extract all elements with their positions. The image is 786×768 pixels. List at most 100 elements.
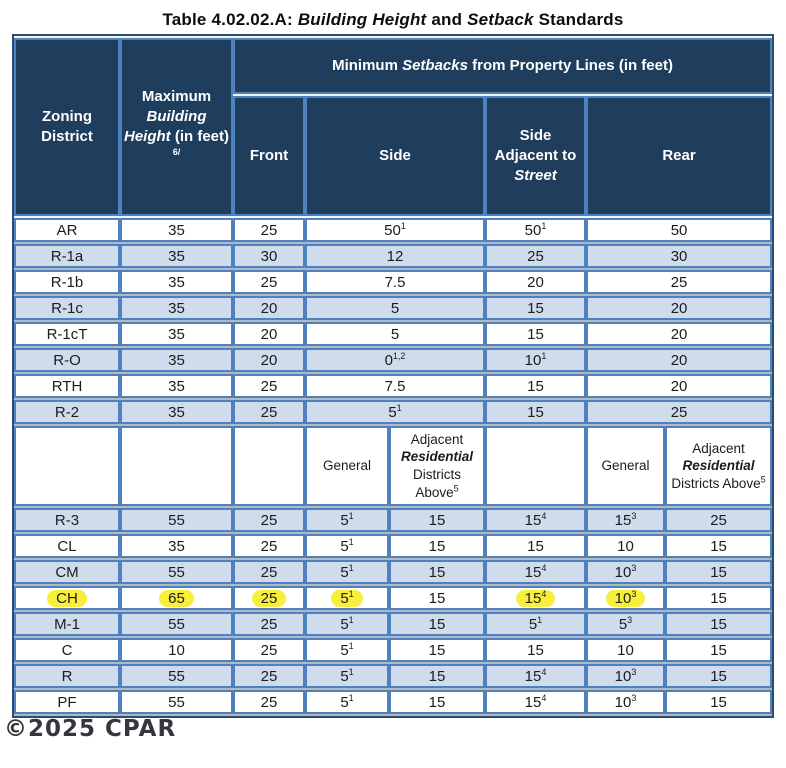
- cell-side-adjacent-street: 15: [485, 638, 586, 662]
- cell-value: 35: [168, 351, 185, 369]
- cell-value: R-1a: [50, 247, 84, 265]
- subheader-row: General Adjacent Residential Districts Ab…: [14, 426, 773, 506]
- cell-value: 20: [670, 351, 688, 369]
- cell-value: 15: [710, 641, 727, 659]
- cell-value: 25: [260, 537, 278, 555]
- cell-value: 35: [168, 537, 185, 555]
- cell-max-height: 35: [120, 244, 233, 268]
- subheader-empty-front: [233, 426, 305, 506]
- cell-rear: 50: [586, 218, 773, 242]
- cell-side-general: 51: [305, 664, 389, 688]
- cell-side-adjacent-residential: 15: [389, 664, 485, 688]
- cell-front: 25: [233, 374, 305, 398]
- cell-max-height: 55: [120, 612, 233, 636]
- footnote-superscript: 3: [631, 562, 637, 573]
- cell-value: 25: [260, 221, 278, 239]
- cell-side-adjacent-residential: 15: [389, 508, 485, 532]
- cell-value: 101: [524, 350, 547, 369]
- text-segment: Table 4.02.02.A:: [162, 10, 298, 29]
- cell-value: 35: [168, 247, 185, 265]
- cell-max-height: 55: [120, 664, 233, 688]
- footnote-superscript: 1: [348, 588, 354, 599]
- cell-value: 15: [527, 641, 544, 659]
- text-segment: from Property Lines (in feet): [467, 56, 673, 74]
- header-side-adjacent-street: Side Adjacent to Street: [485, 96, 586, 216]
- cell-max-height: 35: [120, 270, 233, 294]
- cell-rear-adjacent-residential: 15: [665, 664, 773, 688]
- cell-value: R-1b: [50, 273, 84, 291]
- cell-value: 35: [168, 403, 185, 421]
- cell-side-adjacent-street: 15: [485, 374, 586, 398]
- cell-side-adjacent-street: 51: [485, 612, 586, 636]
- cell-rear-general: 153: [586, 508, 665, 532]
- cell-value: 25: [260, 403, 278, 421]
- cell-rear-adjacent-residential: 15: [665, 534, 773, 558]
- cell-value: 51: [340, 510, 354, 529]
- cell-front: 25: [233, 664, 305, 688]
- cell-value: 25: [260, 273, 278, 291]
- cell-front: 25: [233, 560, 305, 584]
- text-segment: Setbacks: [402, 56, 468, 74]
- cell-value: 55: [168, 667, 185, 685]
- cell-value: 501: [384, 220, 406, 239]
- table-row-CH: CH 65 25 51 15 154 103 15: [14, 586, 773, 610]
- cell-value: C: [61, 641, 73, 659]
- cell-value: 51: [340, 666, 354, 685]
- cell-rear-general: 53: [586, 612, 665, 636]
- cell-value: 15: [428, 589, 446, 607]
- cell-max-height: 55: [120, 690, 233, 714]
- cell-value: 20: [260, 299, 278, 317]
- cell-value: 7.5: [384, 273, 406, 291]
- footnote-superscript: 4: [541, 588, 547, 599]
- cell-rear-general: 10: [586, 534, 665, 558]
- cell-side: 5: [305, 296, 485, 320]
- footnote-superscript: 1: [541, 220, 547, 231]
- text-segment: and: [426, 10, 468, 29]
- table-row-AR: AR 35 25 501 501 50: [14, 218, 773, 242]
- cell-district: AR: [14, 218, 120, 242]
- text-segment: Side Adjacent to: [494, 126, 577, 164]
- cell-max-height: 35: [120, 374, 233, 398]
- footnote-superscript: 1: [348, 692, 354, 703]
- cell-max-height: 35: [120, 218, 233, 242]
- cell-max-height: 65: [120, 586, 233, 610]
- highlight-pill: 103: [605, 589, 646, 607]
- cell-rear: 25: [586, 400, 773, 424]
- cell-value: 154: [524, 666, 547, 685]
- cell-side: 5: [305, 322, 485, 346]
- cell-side-adjacent-residential: 15: [389, 690, 485, 714]
- header-row-sub: Front Side Side Adjacent to Street Rear: [14, 96, 773, 216]
- text-segment: 6/: [172, 147, 181, 158]
- cell-value: 15: [710, 615, 727, 633]
- cell-value: RTH: [51, 377, 83, 395]
- subheader-side-general: General: [305, 426, 389, 506]
- cell-value: 35: [168, 299, 185, 317]
- text-segment: Building Height: [297, 10, 427, 29]
- cell-side-general: 51: [305, 612, 389, 636]
- cell-value: 25: [670, 403, 688, 421]
- cell-rear-adjacent-residential: 15: [665, 586, 773, 610]
- cell-rear: 30: [586, 244, 773, 268]
- cell-value: CM: [55, 563, 79, 581]
- table-row-R-1b: R-1b 35 25 7.5 20 25: [14, 270, 773, 294]
- cell-value: 25: [260, 377, 278, 395]
- text-segment: (in feet): [170, 128, 230, 145]
- cell-value: 10: [617, 537, 634, 555]
- cell-front: 25: [233, 400, 305, 424]
- highlight-pill: CH: [47, 589, 87, 607]
- cell-district: M-1: [14, 612, 120, 636]
- cell-value: 51: [388, 402, 402, 421]
- cell-front: 25: [233, 586, 305, 610]
- cell-side-adjacent-street: 25: [485, 244, 586, 268]
- cell-side-general: 51: [305, 690, 389, 714]
- cell-district: R-O: [14, 348, 120, 372]
- text-segment: Adjacent: [410, 431, 464, 447]
- cell-front: 25: [233, 612, 305, 636]
- cell-district: R-3: [14, 508, 120, 532]
- cell-rear-general: 10: [586, 638, 665, 662]
- table-row-R: R 55 25 51 15 154 103 15: [14, 664, 773, 688]
- cell-rear-adjacent-residential: 15: [665, 690, 773, 714]
- table-row-C: C 10 25 51 15 15 10 15: [14, 638, 773, 662]
- cell-side-adjacent-street: 101: [485, 348, 586, 372]
- cell-district: R-1c: [14, 296, 120, 320]
